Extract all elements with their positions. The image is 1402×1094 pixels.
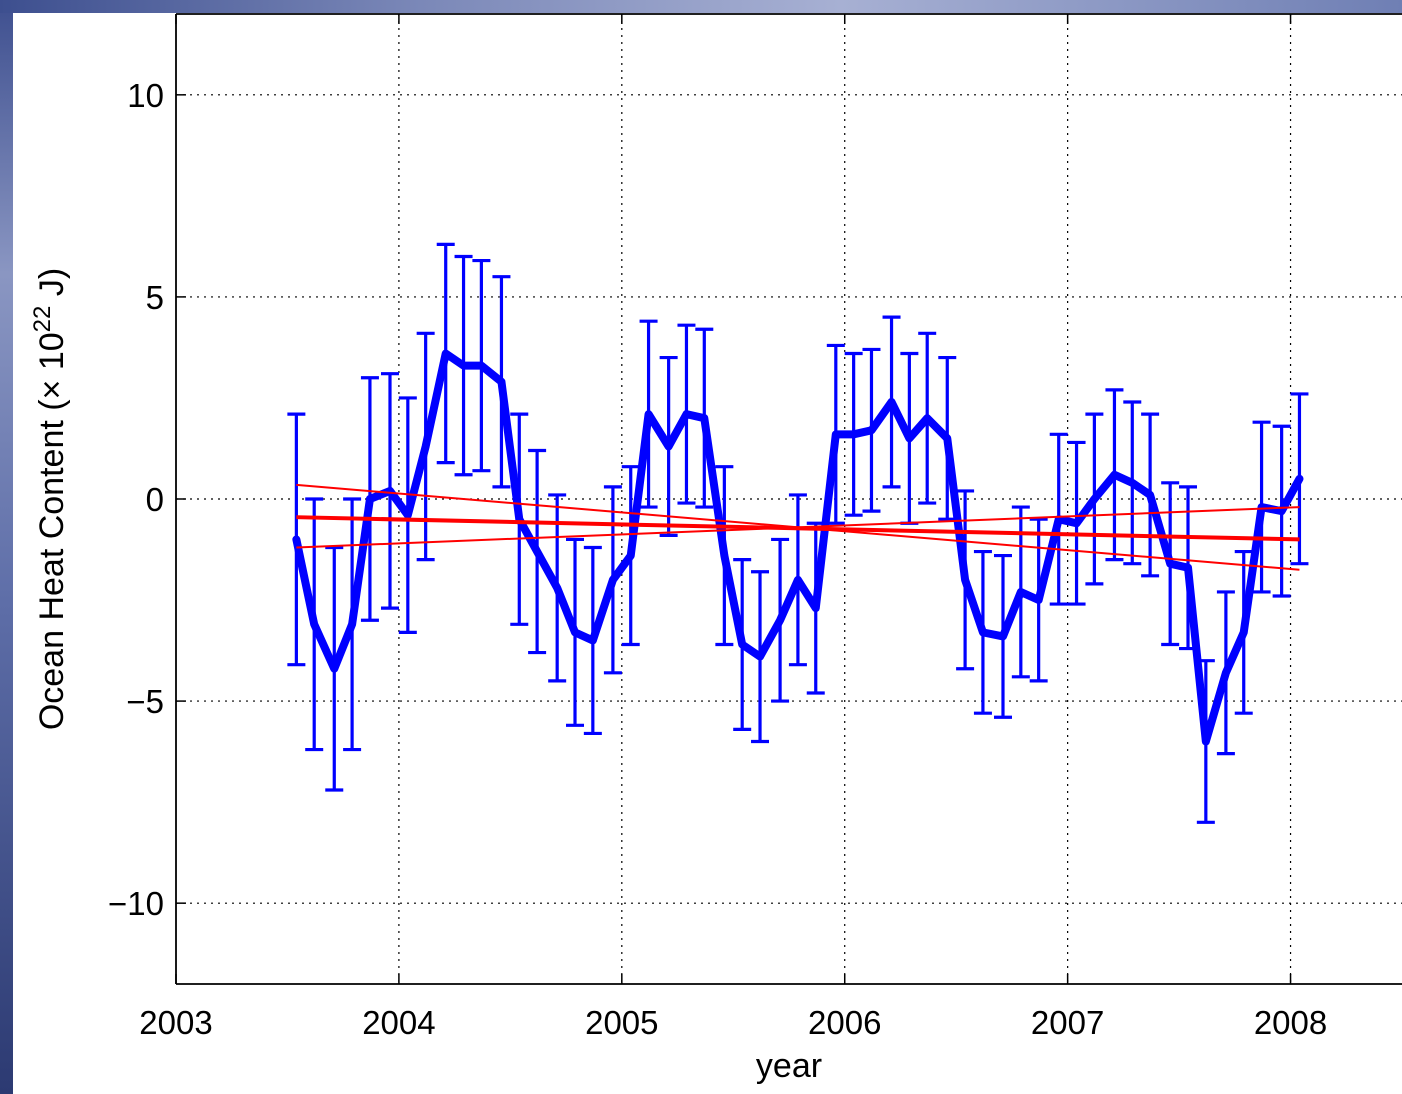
y-tick-label: −5 xyxy=(126,683,164,720)
trend-line xyxy=(296,506,1300,549)
x-tick-label: 2005 xyxy=(585,1004,658,1041)
y-axis-label-times: × xyxy=(33,380,71,400)
y-axis-label: Ocean Heat Content (× 1022 J) xyxy=(29,268,71,730)
axes xyxy=(175,13,1402,985)
x-tick-label: 2008 xyxy=(1254,1004,1327,1041)
y-tick-label: 5 xyxy=(146,279,164,316)
y-axis-label-base: 10 xyxy=(33,332,71,379)
slide-border-left xyxy=(0,0,13,1094)
y-axis-label-prefix: Ocean Heat Content ( xyxy=(33,399,71,730)
y-tick-label: 0 xyxy=(146,481,164,518)
y-axis-label-suffix: J) xyxy=(33,268,71,306)
x-tick-label: 2007 xyxy=(1031,1004,1104,1041)
ocean-heat-content-line xyxy=(292,349,1304,746)
data-series xyxy=(287,242,1309,824)
x-tick-label: 2003 xyxy=(139,1004,212,1041)
y-axis-label-exponent: 22 xyxy=(29,306,56,333)
x-tick-label: 2006 xyxy=(808,1004,881,1041)
y-tick-label: −10 xyxy=(108,885,164,922)
tick-labels: 2003 2004 2005 2006 2007 2008 10 5 0 −5 −10 xyxy=(108,77,1327,1041)
slide-border-top xyxy=(0,0,1402,13)
trend-line xyxy=(296,515,1300,542)
x-axis-label: year xyxy=(756,1047,822,1085)
x-tick-label: 2004 xyxy=(362,1004,435,1041)
y-tick-label: 10 xyxy=(127,77,164,114)
